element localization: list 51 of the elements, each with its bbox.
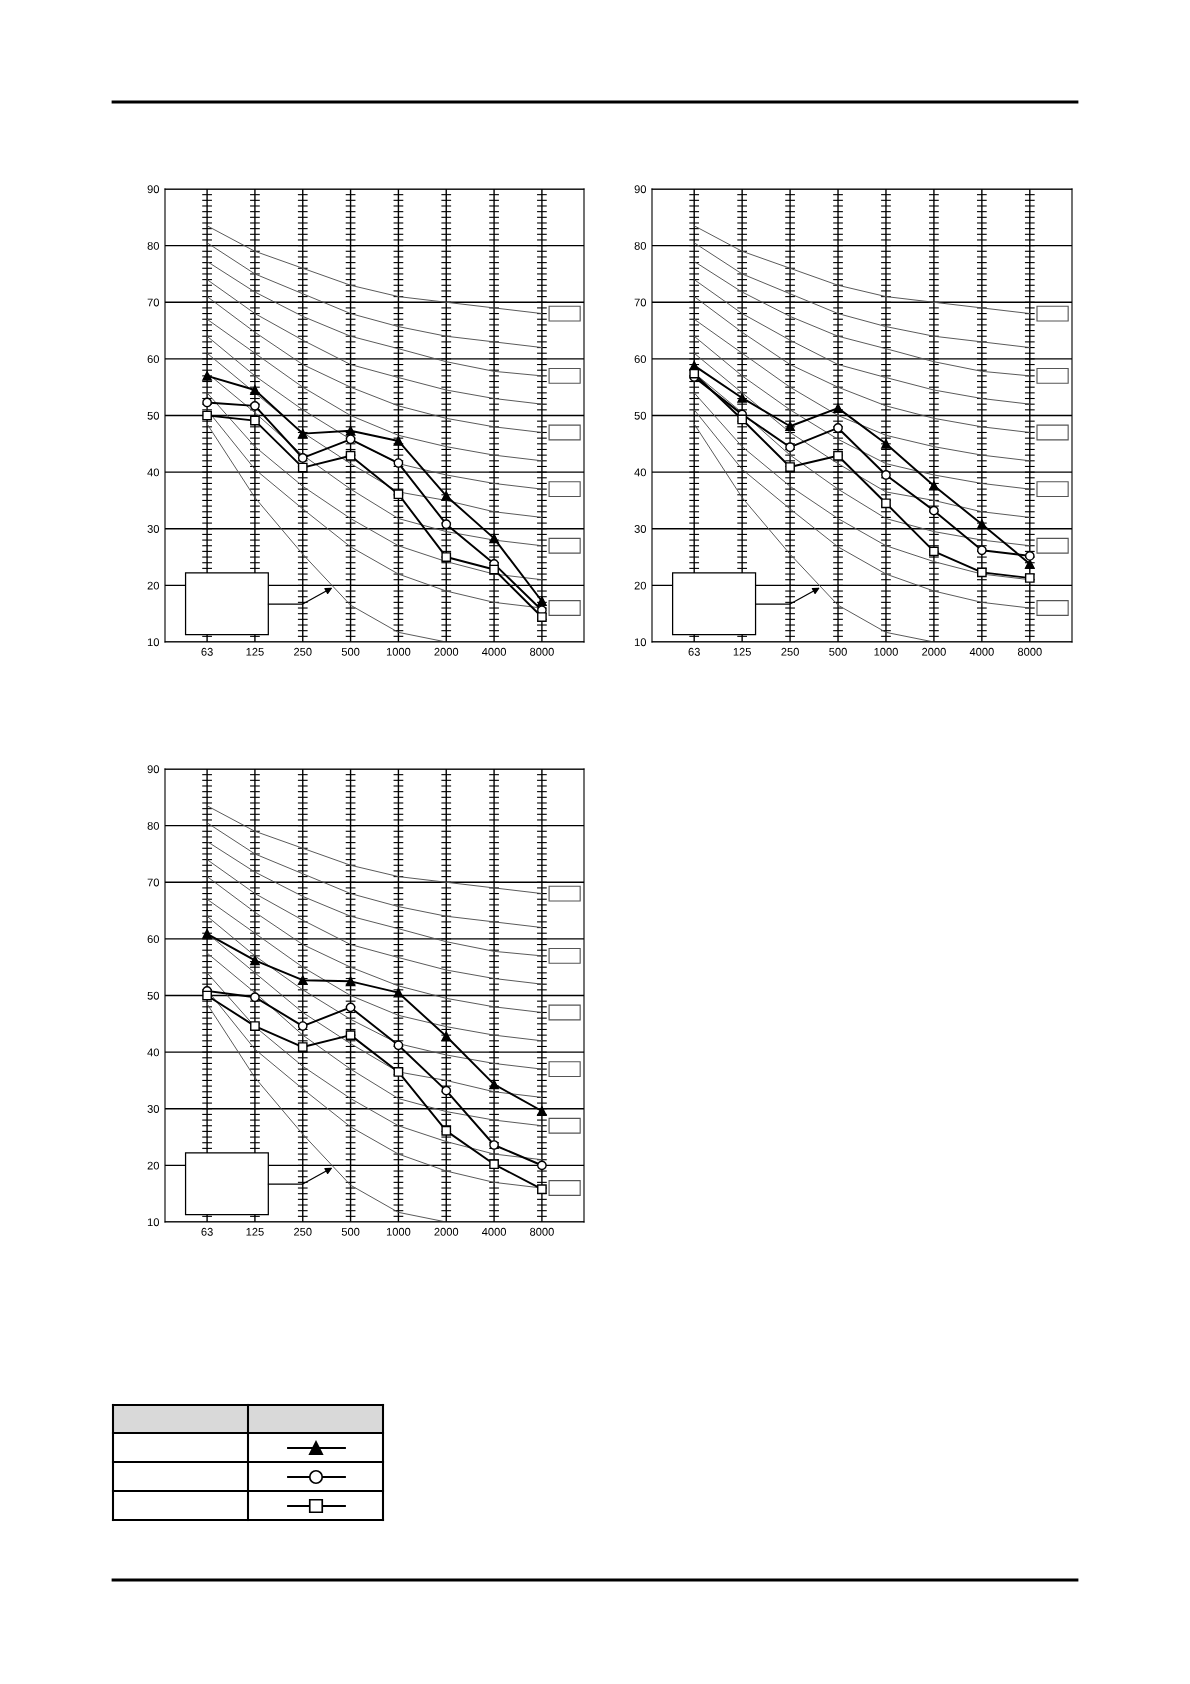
x-tick-label: 125: [246, 647, 264, 656]
y-tick-label: 20: [634, 581, 647, 590]
y-tick-label: 50: [147, 411, 160, 420]
y-tick-label: 20: [147, 1161, 160, 1170]
y-tick-label: 20: [147, 581, 160, 590]
x-tick-label: 63: [688, 647, 700, 656]
y-tick-label: 50: [634, 411, 647, 420]
x-tick-label: 125: [733, 647, 751, 656]
y-tick-label: 40: [147, 468, 160, 477]
x-tick-label: 63: [201, 647, 213, 656]
x-tick-label: 2000: [434, 1227, 459, 1236]
y-tick-label: 80: [634, 241, 647, 250]
y-tick-label: 30: [147, 1105, 160, 1113]
y-tick-label: 10: [147, 1218, 160, 1227]
y-tick-label: 30: [147, 525, 160, 533]
x-tick-label: 2000: [434, 647, 459, 656]
y-tick-label: 80: [147, 821, 160, 830]
y-tick-label: 40: [147, 1048, 160, 1057]
x-tick-label: 500: [829, 647, 847, 656]
y-tick-label: 90: [147, 185, 160, 194]
x-tick-label: 4000: [969, 647, 994, 656]
x-tick-label: 125: [246, 1227, 264, 1236]
x-tick-label: 4000: [481, 647, 506, 656]
y-tick-label: 50: [147, 991, 160, 1000]
y-tick-label: 90: [634, 185, 647, 194]
x-tick-label: 500: [341, 1227, 360, 1236]
x-tick-label: 8000: [1017, 647, 1042, 656]
y-tick-label: 90: [147, 765, 160, 774]
x-tick-label: 8000: [530, 1227, 554, 1236]
y-tick-label: 30: [634, 525, 647, 533]
x-tick-label: 250: [781, 647, 799, 656]
y-tick-label: 10: [147, 638, 160, 647]
x-tick-label: 250: [294, 1227, 312, 1236]
x-tick-label: 8000: [530, 647, 554, 656]
x-tick-label: 2000: [922, 647, 946, 656]
x-tick-label: 500: [341, 647, 360, 656]
y-tick-label: 10: [634, 638, 647, 647]
y-tick-label: 60: [634, 355, 647, 364]
x-tick-label: 63: [201, 1227, 213, 1236]
x-tick-label: 1000: [386, 647, 411, 656]
x-tick-label: 250: [294, 647, 312, 656]
y-tick-label: 40: [634, 468, 647, 477]
y-tick-label: 70: [634, 298, 647, 307]
x-tick-label: 1000: [874, 647, 898, 656]
x-tick-label: 1000: [386, 1227, 411, 1236]
y-tick-label: 70: [147, 298, 160, 307]
y-tick-label: 80: [147, 241, 160, 250]
y-tick-label: 60: [147, 355, 160, 364]
x-tick-label: 4000: [481, 1227, 506, 1236]
y-tick-label: 60: [147, 935, 160, 944]
y-tick-label: 70: [147, 878, 160, 887]
